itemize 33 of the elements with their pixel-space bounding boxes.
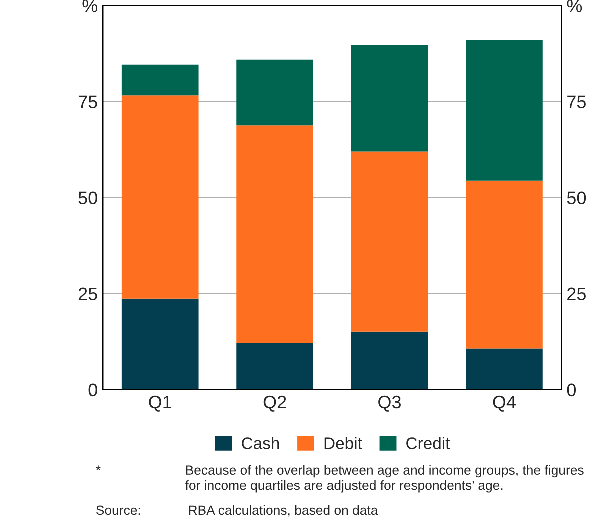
text: *	[96, 466, 101, 470]
bar	[466, 180, 543, 349]
y2-tick-label: %	[567, 0, 582, 12]
bar	[466, 348, 543, 390]
bar	[122, 96, 199, 299]
legend-label: Credit	[406, 437, 450, 450]
source-note: Source:	[96, 506, 140, 516]
x-tick-label: Q3	[378, 396, 402, 412]
x-tick-label: Q1	[149, 396, 172, 412]
y2-tick-label: 50	[567, 192, 586, 205]
y-tick-label: 0	[88, 384, 98, 397]
legend-label: Debit	[324, 437, 362, 450]
y2-tick-label: 25	[568, 288, 586, 301]
bar	[351, 332, 428, 390]
x-tick-label: Q4	[493, 396, 516, 412]
bar	[351, 44, 428, 152]
text: RBA calculations, based on data	[189, 505, 378, 517]
bar	[351, 152, 428, 332]
y2-tick-label: 75	[568, 96, 586, 109]
bar	[122, 64, 199, 96]
bar	[236, 126, 314, 343]
y-tick-label: 25	[78, 288, 98, 301]
x-tick-label: Q2	[264, 396, 286, 412]
y-tick-label: 75	[78, 96, 98, 109]
bar	[122, 298, 199, 390]
legend-label: Cash	[242, 437, 280, 450]
text: Because of the overlap between age and income groups, the figures for income quartiles are adjusted for respondents’ age.	[185, 465, 584, 493]
y-tick-label: %	[82, 0, 98, 12]
bar	[236, 342, 314, 390]
y2-tick-label: 0	[567, 384, 576, 397]
y-tick-label: 50	[78, 192, 98, 205]
bar	[466, 40, 543, 181]
bar	[236, 60, 314, 126]
